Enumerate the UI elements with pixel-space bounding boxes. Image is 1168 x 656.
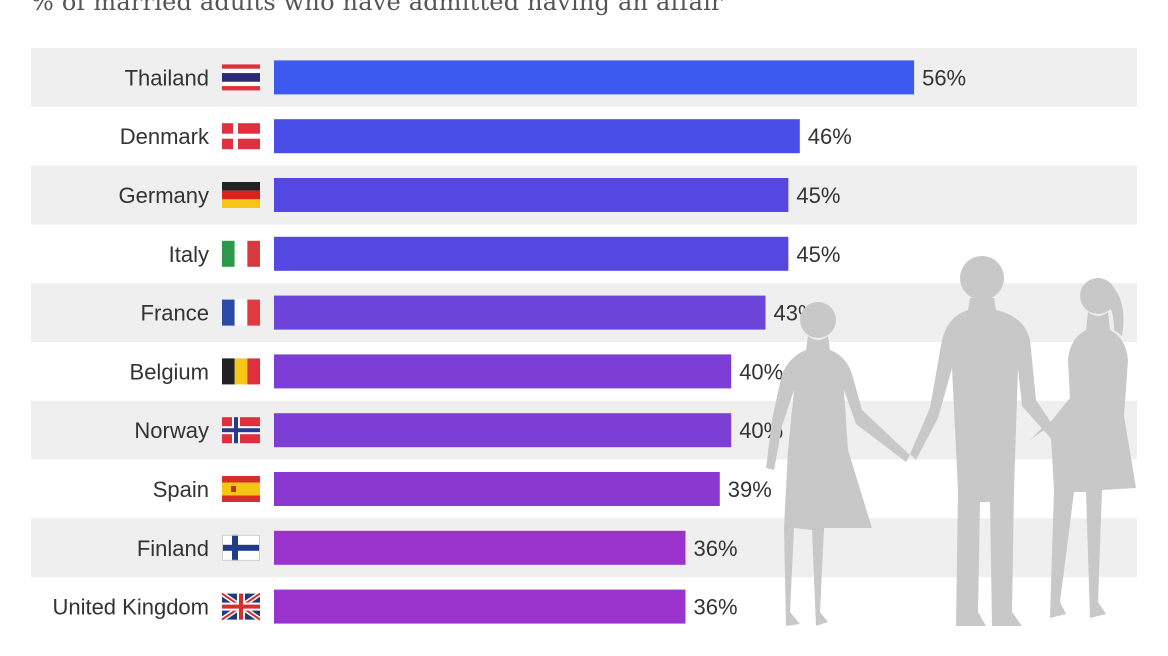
value-label: 46% bbox=[808, 124, 852, 149]
value-label: 36% bbox=[693, 595, 737, 620]
value-label: 39% bbox=[728, 477, 772, 502]
italy-flag-icon bbox=[222, 240, 260, 267]
norway-flag-icon bbox=[222, 417, 260, 444]
category-label: Italy bbox=[169, 242, 209, 267]
bar bbox=[274, 60, 915, 95]
category-label: Spain bbox=[153, 477, 209, 502]
bar bbox=[274, 119, 800, 154]
bar bbox=[274, 295, 766, 330]
bar bbox=[274, 354, 732, 389]
germany-flag-icon bbox=[222, 182, 260, 208]
category-label: Thailand bbox=[125, 65, 209, 90]
category-label: Norway bbox=[134, 418, 209, 443]
finland-flag-icon bbox=[222, 534, 260, 561]
category-label: United Kingdom bbox=[52, 595, 209, 620]
united-kingdom-flag-icon bbox=[220, 591, 262, 622]
category-label: Belgium bbox=[130, 359, 209, 384]
bar bbox=[274, 236, 789, 271]
bar bbox=[274, 589, 686, 624]
value-label: 40% bbox=[739, 359, 783, 384]
spain-flag-icon bbox=[222, 476, 260, 502]
value-label: 56% bbox=[922, 65, 966, 90]
denmark-flag-icon bbox=[222, 123, 260, 150]
bar bbox=[274, 178, 789, 212]
category-label: Denmark bbox=[120, 124, 210, 149]
bar bbox=[274, 530, 686, 565]
category-label: France bbox=[141, 301, 209, 326]
value-label: 45% bbox=[796, 183, 840, 208]
thailand-flag-icon bbox=[222, 64, 260, 91]
france-flag-icon bbox=[222, 299, 260, 326]
belgium-flag-icon bbox=[222, 358, 260, 385]
chart-subtitle: % of married adults who have admitted ha… bbox=[31, 0, 723, 16]
value-label: 36% bbox=[693, 536, 737, 561]
bar bbox=[274, 472, 720, 506]
value-label: 45% bbox=[796, 242, 840, 267]
couple-silhouette-icon bbox=[766, 256, 1136, 626]
bar bbox=[274, 413, 732, 448]
category-label: Germany bbox=[119, 183, 209, 208]
category-label: Finland bbox=[137, 536, 209, 561]
